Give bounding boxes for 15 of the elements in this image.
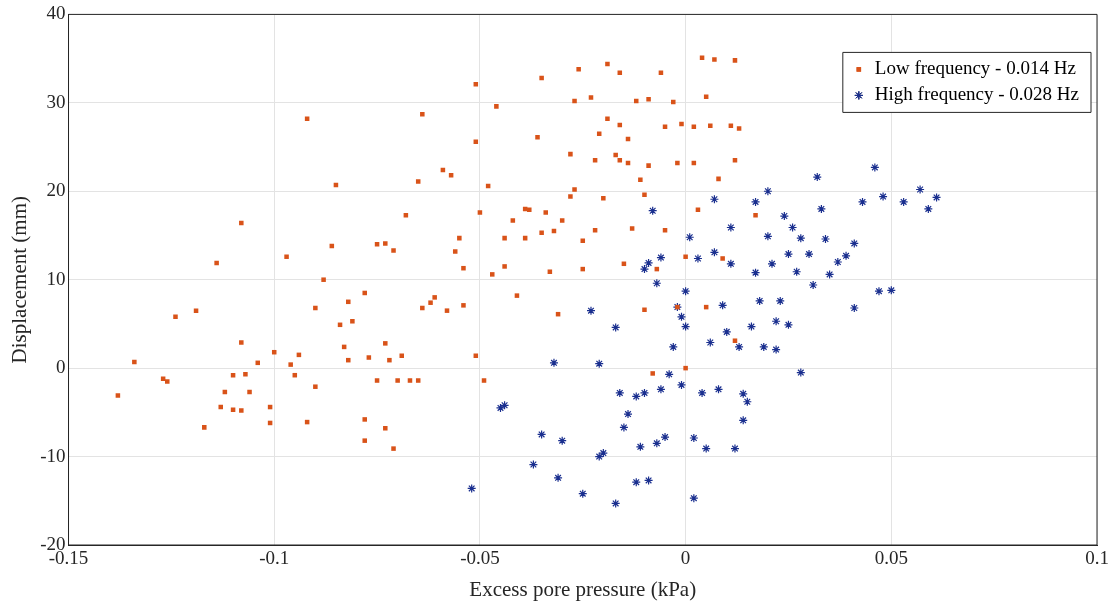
y-tick-label: 40 bbox=[46, 2, 66, 24]
y-tick-label: -10 bbox=[40, 444, 66, 466]
x-axis-title: Excess pore pressure (kPa) bbox=[469, 576, 697, 601]
x-tick-label: -0.1 bbox=[259, 547, 290, 569]
x-tick-label: -0.05 bbox=[460, 547, 500, 569]
legend-label: High frequency - 0.028 Hz bbox=[874, 83, 1079, 105]
y-axis-title: Displacement (mm) bbox=[7, 196, 32, 364]
y-tick-label: 0 bbox=[56, 356, 66, 378]
x-tick-label: 0 bbox=[680, 547, 691, 569]
y-tick-label: 10 bbox=[46, 267, 66, 289]
x-tick-label: 0.05 bbox=[874, 547, 908, 569]
x-tick-label: 0.1 bbox=[1085, 547, 1109, 569]
y-tick-label: 30 bbox=[46, 90, 66, 112]
legend-label: Low frequency - 0.014 Hz bbox=[874, 57, 1076, 79]
y-tick-label: 20 bbox=[46, 179, 66, 201]
